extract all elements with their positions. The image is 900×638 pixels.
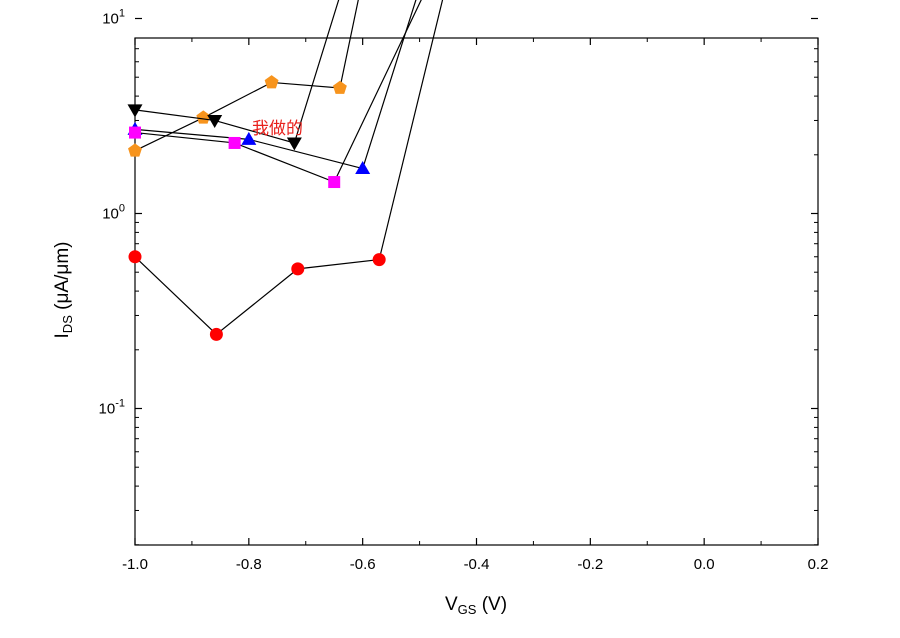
data-point: [209, 327, 223, 341]
y-axis: 10-1100101102103: [99, 8, 818, 546]
x-axis: -1.0 -0.8 -0.6 -0.4 -0.2 0.0 0.2: [122, 38, 828, 573]
y-tick-label: 101: [102, 8, 125, 28]
data-point: [128, 143, 142, 157]
plot-frame: [134, 37, 819, 546]
series-line: [134, 0, 359, 152]
series-line: [134, 0, 422, 183]
data-point: [328, 176, 341, 189]
series-orange-pentagon: [128, 0, 359, 157]
data-point: [372, 253, 386, 267]
x-tick-label: -0.6: [350, 556, 376, 573]
x-tick-label: -1.0: [122, 556, 148, 573]
x-tick-label: 0.0: [694, 556, 715, 573]
plot-border: [134, 37, 819, 546]
data-point: [228, 136, 241, 149]
data-point: [207, 114, 223, 128]
x-tick-label: -0.4: [464, 556, 490, 573]
data-point: [128, 250, 142, 264]
data-point: [241, 131, 257, 145]
data-point: [127, 104, 143, 118]
series-red-circle: [128, 0, 444, 341]
data-point: [129, 126, 141, 139]
data-point: [355, 161, 371, 175]
data-point: [196, 110, 211, 124]
data-point: [332, 80, 347, 94]
annotation-text: 我做的: [252, 119, 303, 139]
y-tick-label: 10-1: [99, 398, 125, 418]
series-magenta-square: [129, 0, 422, 189]
x-tick-label: -0.8: [236, 556, 262, 573]
data-point: [291, 262, 305, 276]
y-tick-label: 100: [102, 203, 125, 223]
series-black-triangle-down: [127, 0, 340, 151]
data-point: [286, 137, 302, 151]
series-layer: [127, 0, 444, 341]
x-axis-title: VGS (V): [445, 594, 507, 617]
y-axis-title: IDS (μA/μm): [52, 242, 75, 339]
data-point: [264, 75, 279, 89]
x-tick-label: 0.2: [808, 556, 829, 573]
series-line: [134, 0, 340, 144]
x-tick-label: -0.2: [577, 556, 603, 573]
series-line: [134, 0, 444, 336]
